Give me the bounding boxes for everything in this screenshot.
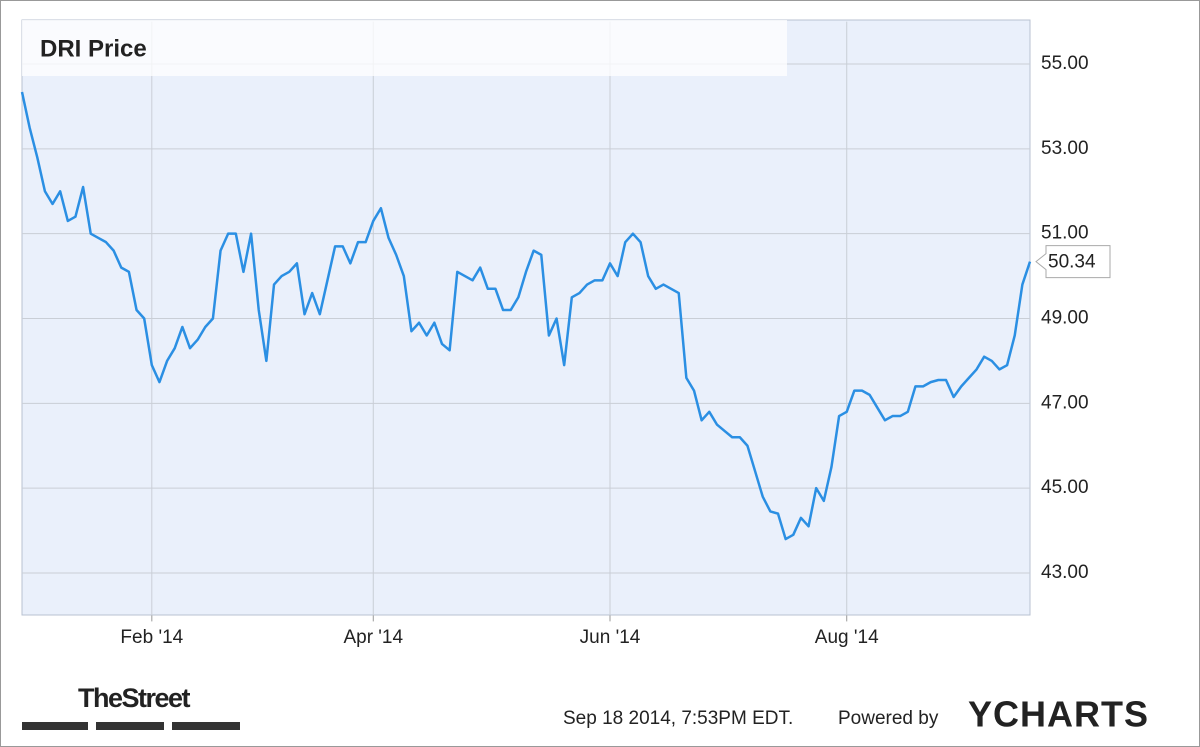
logo-bar [96,722,164,730]
x-tick-label: Aug '14 [815,627,879,648]
y-tick-label: 55.00 [1041,53,1089,74]
logo-bar [172,722,240,730]
y-tick-label: 45.00 [1041,477,1089,498]
x-tick-label: Apr '14 [343,627,403,648]
source-logo: TheStreet [78,683,191,713]
y-tick-label: 53.00 [1041,138,1089,159]
chart-title: DRI Price [40,35,147,62]
price-line [20,91,1032,541]
timestamp: Sep 18 2014, 7:53PM EDT. [563,708,793,729]
powered-by: Powered by [838,708,939,729]
y-tick-label: 47.00 [1041,392,1089,413]
y-tick-label: 43.00 [1041,562,1089,583]
x-tick-label: Jun '14 [580,627,641,648]
logo-bar [22,722,88,730]
title-box [22,20,787,76]
grid [22,21,1030,622]
marks: 50.34 [20,91,1111,541]
value-label: 50.34 [1048,252,1096,273]
value-callout [1035,245,1111,279]
brand-logo: YCHARTS [968,694,1149,735]
plot-area [21,19,1031,616]
x-tick-label: Feb '14 [120,627,183,648]
y-tick-label: 49.00 [1041,308,1089,329]
y-tick-label: 51.00 [1041,223,1089,244]
